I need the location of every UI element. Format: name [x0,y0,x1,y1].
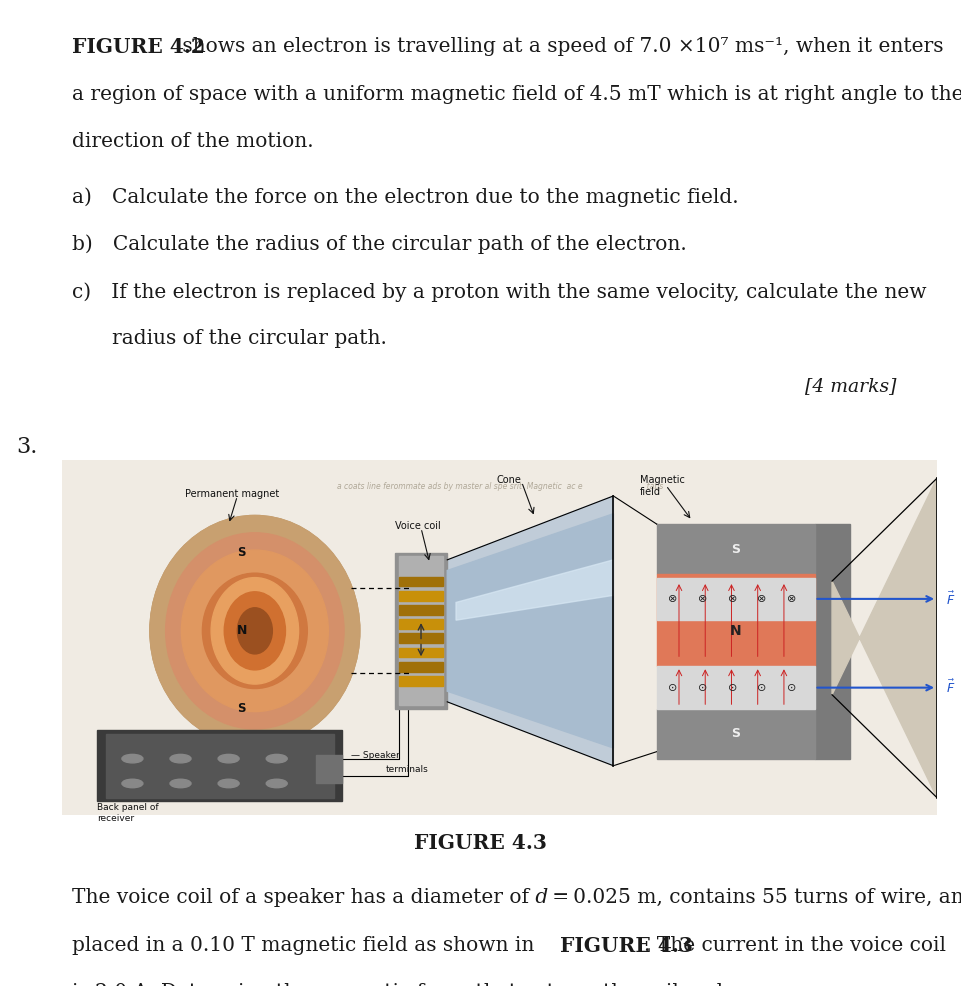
Bar [97,731,342,802]
Bar [316,755,342,784]
Text: Cone: Cone [496,474,521,485]
Text: is 2.0 A. Determine the magnetic force that acts on the coil and cone.: is 2.0 A. Determine the magnetic force t… [72,983,784,986]
Bar [399,648,443,658]
Text: Back panel of: Back panel of [97,803,160,812]
Bar [657,578,815,620]
Text: FIGURE 4.2: FIGURE 4.2 [72,37,205,57]
Bar [399,662,443,671]
Text: S: S [731,542,740,556]
Text: Permanent magnet: Permanent magnet [185,489,279,499]
Bar [657,709,815,758]
Polygon shape [456,560,613,620]
Ellipse shape [237,607,272,654]
Circle shape [122,779,143,788]
Text: c) If the electron is replaced by a proton with the same velocity, calculate the: c) If the electron is replaced by a prot… [72,282,926,302]
Bar [399,676,443,686]
Ellipse shape [150,516,359,746]
Bar [399,556,443,705]
Text: a region of space with a uniform magnetic field of 4.5 mT which is at right angl: a region of space with a uniform magneti… [72,85,961,104]
Circle shape [170,779,191,788]
Text: S: S [237,546,246,559]
Text: b) Calculate the radius of the circular path of the electron.: b) Calculate the radius of the circular … [72,235,687,254]
Circle shape [218,779,239,788]
Text: . The current in the voice coil: . The current in the voice coil [644,936,946,954]
Text: — Speaker: — Speaker [351,750,400,759]
Text: receiver: receiver [97,813,135,822]
Bar [399,605,443,615]
Text: $\vec{F}$: $\vec{F}$ [946,679,955,696]
Text: shows an electron is travelling at a speed of 7.0 ×10⁷ ms⁻¹, when it enters: shows an electron is travelling at a spe… [176,37,944,56]
Bar [399,591,443,600]
Text: $\vec{F}$: $\vec{F}$ [946,591,955,607]
Ellipse shape [182,550,329,712]
Text: radius of the circular path.: radius of the circular path. [112,329,387,348]
Ellipse shape [224,592,285,669]
Text: N: N [730,624,742,638]
Circle shape [266,779,287,788]
Text: ⊗: ⊗ [757,594,767,603]
Text: ⊗: ⊗ [787,594,797,603]
Text: terminals: terminals [386,765,429,774]
Text: Magnetic
field: Magnetic field [640,474,684,497]
Bar [107,734,333,798]
Circle shape [122,754,143,763]
Ellipse shape [218,591,291,671]
Text: S: S [237,702,246,716]
Circle shape [170,754,191,763]
Polygon shape [832,478,937,798]
Polygon shape [447,496,613,766]
Text: ⊗: ⊗ [727,594,737,603]
Circle shape [266,754,287,763]
Text: ⊙: ⊙ [727,682,737,692]
Text: 3.: 3. [16,436,37,458]
Ellipse shape [165,532,344,729]
Ellipse shape [211,578,299,684]
Text: Voice coil: Voice coil [395,521,440,530]
Text: [4 marks]: [4 marks] [805,377,897,394]
Bar [399,619,443,629]
Ellipse shape [203,573,308,688]
Bar [657,667,815,709]
Text: ⊙: ⊙ [668,682,678,692]
Text: ⊙: ⊙ [698,682,707,692]
Bar [657,525,815,574]
Text: ⊙: ⊙ [757,682,767,692]
Text: FIGURE 4.3: FIGURE 4.3 [560,936,693,955]
Bar [657,574,815,667]
Bar [399,577,443,587]
Text: FIGURE 4.3: FIGURE 4.3 [414,833,547,853]
Text: a) Calculate the force on the electron due to the magnetic field.: a) Calculate the force on the electron d… [72,187,739,207]
Bar [815,525,850,758]
Text: direction of the motion.: direction of the motion. [72,132,313,151]
Text: N: N [236,624,247,637]
Bar [399,633,443,643]
Text: a coats line ferommate ads by master al spe srit  Magnetic  ac e                : a coats line ferommate ads by master al … [336,482,663,491]
Text: ⊗: ⊗ [698,594,707,603]
Text: S: S [731,728,740,740]
Text: The voice coil of a speaker has a diameter of 𝑑 = 0.025 m, contains 55 turns of : The voice coil of a speaker has a diamet… [72,888,961,907]
Text: placed in a 0.10 T magnetic field as shown in: placed in a 0.10 T magnetic field as sho… [72,936,541,954]
Text: ⊙: ⊙ [787,682,797,692]
Circle shape [218,754,239,763]
Polygon shape [447,514,613,748]
Bar [395,553,447,709]
Text: ⊗: ⊗ [668,594,678,603]
Ellipse shape [150,516,359,746]
